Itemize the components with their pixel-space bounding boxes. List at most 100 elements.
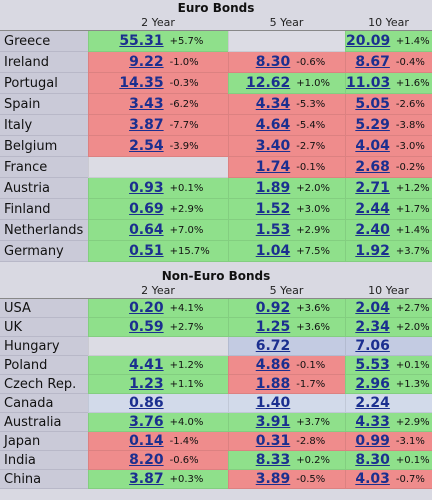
country-name: USA	[0, 299, 88, 318]
yield-value: 55.31	[119, 33, 164, 49]
yield-value: 8.20	[129, 452, 164, 468]
yield-cell: 2.68 -0.2%	[345, 157, 432, 178]
yield-cell: 4.86 -0.1%	[228, 356, 345, 375]
yield-value: 3.76	[129, 414, 164, 430]
yield-change: +1.0%	[296, 77, 331, 89]
yield-change: +0.3%	[169, 473, 204, 485]
yield-cell: 4.41 +1.2%	[88, 356, 228, 375]
yield-change: +1.4%	[395, 224, 430, 236]
bond-section: Euro Bonds 2 Year 5 Year 10 Year Greece 55.31…	[0, 1, 432, 262]
yield-change: +5.7%	[169, 35, 204, 47]
yield-change: +2.0%	[296, 182, 331, 194]
yield-cell: 1.23 +1.1%	[88, 375, 228, 394]
yield-value: 2.04	[355, 300, 390, 316]
yield-value: 1.89	[255, 180, 291, 196]
yield-change: -3.0%	[395, 140, 425, 152]
yield-change: +7.0%	[169, 224, 204, 236]
yield-value: 6.72	[255, 338, 291, 354]
yield-change: +2.7%	[395, 302, 430, 314]
yield-change: +4.1%	[169, 302, 204, 314]
section-title: Non-Euro Bonds	[161, 269, 271, 283]
yield-cell: 4.34 -5.3%	[228, 94, 345, 115]
bond-row: Poland 4.41 +1.2% 4.86 -0.1% 5.53 +0.1%	[0, 356, 432, 375]
yield-cell: 0.20 +4.1%	[88, 299, 228, 318]
yield-cell: 3.40 -2.7%	[228, 136, 345, 157]
yield-value: 3.87	[129, 471, 164, 487]
yield-cell: 0.99 -3.1%	[345, 432, 432, 451]
column-header: 10 Year	[368, 16, 409, 29]
bond-tables: Euro Bonds 2 Year 5 Year 10 Year Greece 55.31…	[0, 1, 432, 489]
yield-cell: 1.52 +3.0%	[228, 199, 345, 220]
yield-value: 3.43	[129, 96, 164, 112]
yield-cell: 3.89 -0.5%	[228, 470, 345, 489]
yield-value: 5.29	[355, 117, 390, 133]
yield-value: 2.44	[355, 201, 390, 217]
yield-change: -1.0%	[169, 56, 199, 68]
yield-cell: 1.88 -1.7%	[228, 375, 345, 394]
bond-row: Ireland 9.22 -1.0% 8.30 -0.6% 8.67 -0.4%	[0, 52, 432, 73]
header-row: 2 Year 5 Year 10 Year	[0, 284, 432, 299]
yield-cell: 55.31 +5.7%	[88, 31, 228, 52]
header-row: 2 Year 5 Year 10 Year	[0, 16, 432, 31]
bond-row: Finland 0.69 +2.9% 1.52 +3.0% 2.44 +1.7%	[0, 199, 432, 220]
yield-change: -6.2%	[169, 98, 199, 110]
bond-row: France 1.74 -0.1% 2.68 -0.2%	[0, 157, 432, 178]
yield-change: +4.0%	[169, 416, 204, 428]
bond-row: Hungary 6.72 7.06	[0, 337, 432, 356]
yield-change: +0.1%	[169, 182, 204, 194]
yield-value: 4.34	[255, 96, 291, 112]
yield-value: 0.93	[129, 180, 164, 196]
yield-cell: 0.59 +2.7%	[88, 318, 228, 337]
yield-value: 0.20	[129, 300, 164, 316]
yield-change: +0.2%	[296, 454, 331, 466]
yield-change: +2.9%	[169, 203, 204, 215]
yield-value: 2.34	[355, 319, 390, 335]
country-name: Canada	[0, 394, 88, 413]
yield-value: 0.99	[355, 433, 390, 449]
column-header: 5 Year	[269, 16, 304, 29]
yield-value: 3.40	[255, 138, 291, 154]
yield-value: 1.74	[255, 159, 291, 175]
section-title: Euro Bonds	[177, 1, 255, 15]
yield-change: -0.6%	[169, 454, 199, 466]
yield-change: -2.6%	[395, 98, 425, 110]
yield-value: 2.40	[355, 222, 390, 238]
yield-cell: 0.14 -1.4%	[88, 432, 228, 451]
yield-cell: 4.64 -5.4%	[228, 115, 345, 136]
yield-change: -1.4%	[169, 435, 199, 447]
bond-row: Belgium 2.54 -3.9% 3.40 -2.7% 4.04 -3.0%	[0, 136, 432, 157]
yield-value: 0.14	[129, 433, 164, 449]
yield-cell: 2.34 +2.0%	[345, 318, 432, 337]
yield-cell: 2.54 -3.9%	[88, 136, 228, 157]
yield-cell: 4.04 -3.0%	[345, 136, 432, 157]
yield-change: -0.4%	[395, 56, 425, 68]
yield-cell: 2.44 +1.7%	[345, 199, 432, 220]
yield-cell: 2.71 +1.2%	[345, 178, 432, 199]
yield-cell: 0.64 +7.0%	[88, 220, 228, 241]
yield-value: 4.86	[255, 357, 291, 373]
yield-change: +1.7%	[395, 203, 430, 215]
yield-change: -2.8%	[296, 435, 326, 447]
column-header: 10 Year	[368, 284, 409, 297]
yield-change: -3.8%	[395, 119, 425, 131]
yield-value: 11.03	[346, 75, 391, 91]
yield-change: +0.1%	[395, 454, 430, 466]
yield-value: 0.64	[129, 222, 164, 238]
yield-cell: 0.93 +0.1%	[88, 178, 228, 199]
yield-value: 4.03	[355, 471, 390, 487]
country-name: Spain	[0, 94, 88, 115]
bond-row: Netherlands 0.64 +7.0% 1.53 +2.9% 2.40 +1.4%	[0, 220, 432, 241]
yield-value: 2.68	[355, 159, 390, 175]
yield-cell: 1.04 +7.5%	[228, 241, 345, 262]
yield-change: -0.6%	[296, 56, 326, 68]
yield-cell: 8.30 -0.6%	[228, 52, 345, 73]
yield-change: -5.3%	[296, 98, 326, 110]
yield-cell: 3.87 +0.3%	[88, 470, 228, 489]
yield-value: 0.51	[129, 243, 164, 259]
yield-cell: 5.29 -3.8%	[345, 115, 432, 136]
bond-row: India 8.20 -0.6% 8.33 +0.2% 8.30 +0.1%	[0, 451, 432, 470]
bond-row: Germany 0.51 +15.7% 1.04 +7.5% 1.92 +3.7%	[0, 241, 432, 262]
yield-change: +1.3%	[395, 378, 430, 390]
yield-cell: 11.03 +1.6%	[345, 73, 432, 94]
